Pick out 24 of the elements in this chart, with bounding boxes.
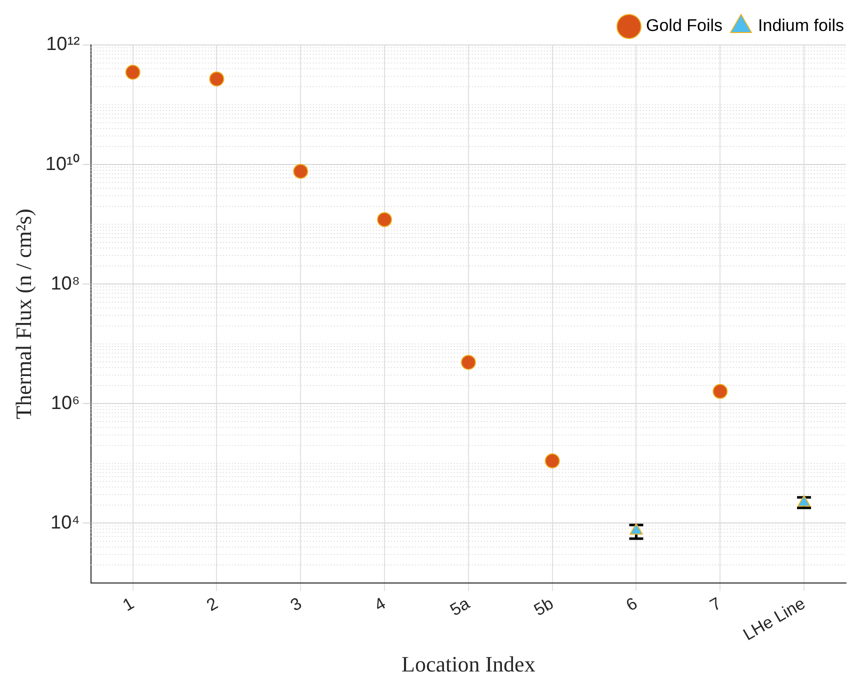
x-tick-label: 5a [446,594,474,620]
x-tick-label: 1 [119,594,138,615]
legend-label: Gold Foils [646,16,723,36]
y-tick-label: 10¹² [46,34,80,56]
point [125,64,140,80]
y-tick-label: 10⁴ [50,512,80,534]
x-tick-label: 4 [371,594,389,615]
legend-label: Indium foils [758,16,844,36]
point [293,164,308,179]
point [544,453,560,468]
x-tick-label: 5b [530,594,557,620]
x-tick-label: 3 [287,594,305,615]
y-tick-label: 10⁸ [50,273,80,294]
x-tick-label: LHe Line [740,594,808,644]
y-tick-label: 10¹⁰ [45,152,80,175]
x-tick-label: 7 [706,594,724,615]
y-tick-label: 10⁶ [50,392,80,414]
y-axis-title: Thermal Flux (n / cm²s) [10,208,36,420]
x-axis-title: Location Index [402,652,536,677]
point [377,212,392,228]
x-tick-label: 6 [622,594,641,615]
x-tick-label: 2 [203,594,222,615]
point [209,71,224,86]
point [460,354,476,370]
